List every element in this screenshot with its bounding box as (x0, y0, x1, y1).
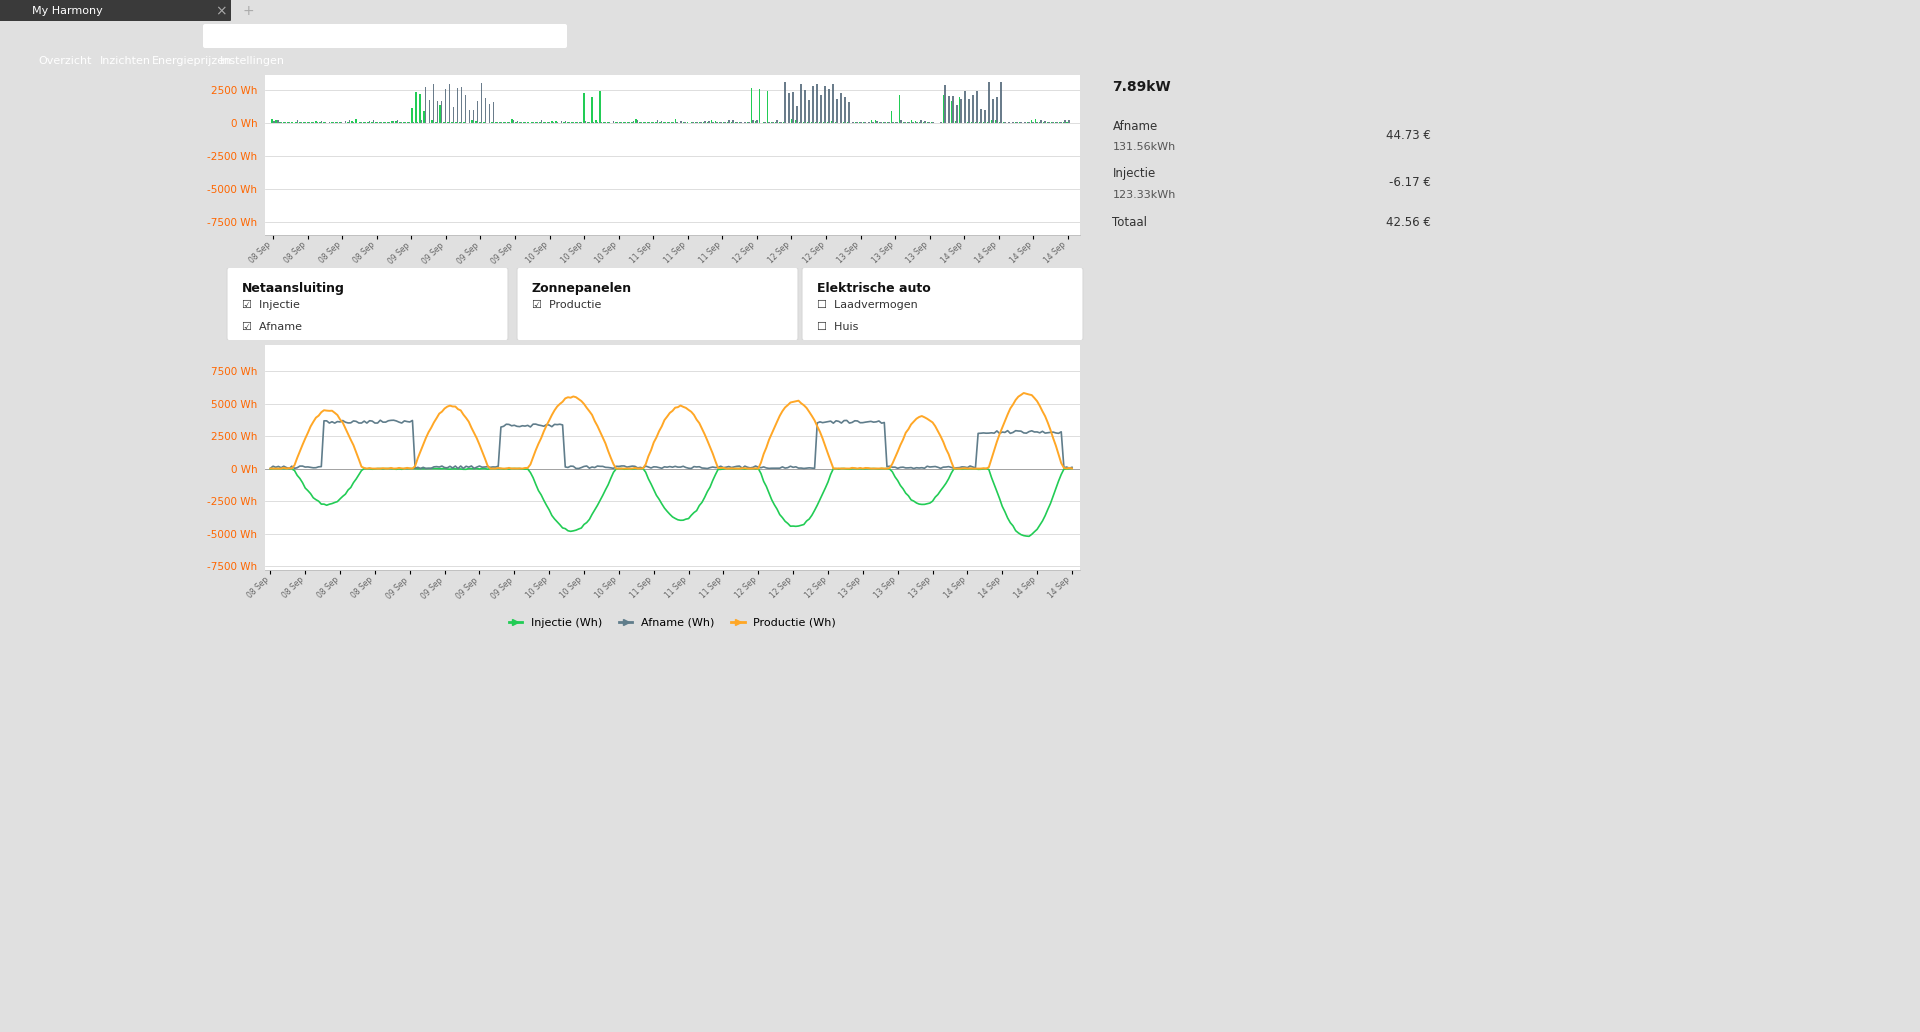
FancyBboxPatch shape (204, 24, 566, 49)
Text: Energieprijzen: Energieprijzen (152, 56, 232, 66)
Text: Inzichten: Inzichten (100, 56, 152, 66)
Text: ☑  Afname: ☑ Afname (242, 322, 301, 332)
Text: ☑  Productie: ☑ Productie (532, 300, 601, 310)
Text: ☐  Huis: ☐ Huis (818, 322, 858, 332)
FancyBboxPatch shape (227, 267, 509, 341)
Text: +: + (242, 4, 253, 18)
Text: ×: × (215, 4, 227, 18)
Text: Zonnepanelen: Zonnepanelen (532, 282, 632, 295)
Text: Instellingen: Instellingen (221, 56, 284, 66)
Text: Totaal: Totaal (1112, 217, 1148, 229)
Text: -6.17 €: -6.17 € (1390, 176, 1430, 190)
Text: 123.33kWh: 123.33kWh (1112, 190, 1175, 200)
Text: 131.56kWh: 131.56kWh (1112, 142, 1175, 153)
Text: Elektrische auto: Elektrische auto (818, 282, 931, 295)
Text: My Harmony: My Harmony (33, 6, 104, 17)
Text: 42.56 €: 42.56 € (1386, 217, 1430, 229)
Text: Netaansluiting: Netaansluiting (242, 282, 346, 295)
Text: Overzicht: Overzicht (38, 56, 92, 66)
Legend: Injectie (Wh), Afname (Wh), Productie (Wh): Injectie (Wh), Afname (Wh), Productie (W… (505, 613, 841, 632)
FancyBboxPatch shape (516, 267, 799, 341)
Text: ☐  Laadvermogen: ☐ Laadvermogen (818, 300, 918, 310)
FancyBboxPatch shape (0, 0, 230, 21)
Text: 44.73 €: 44.73 € (1386, 129, 1430, 142)
Text: ☑  Injectie: ☑ Injectie (242, 300, 300, 310)
Text: 7.89kW: 7.89kW (1112, 79, 1171, 94)
Legend: Groen (Wh), Grijs (Wh): Groen (Wh), Grijs (Wh) (591, 299, 755, 318)
FancyBboxPatch shape (803, 267, 1083, 341)
Text: Injectie: Injectie (1112, 167, 1156, 180)
Text: Afname: Afname (1112, 120, 1158, 132)
